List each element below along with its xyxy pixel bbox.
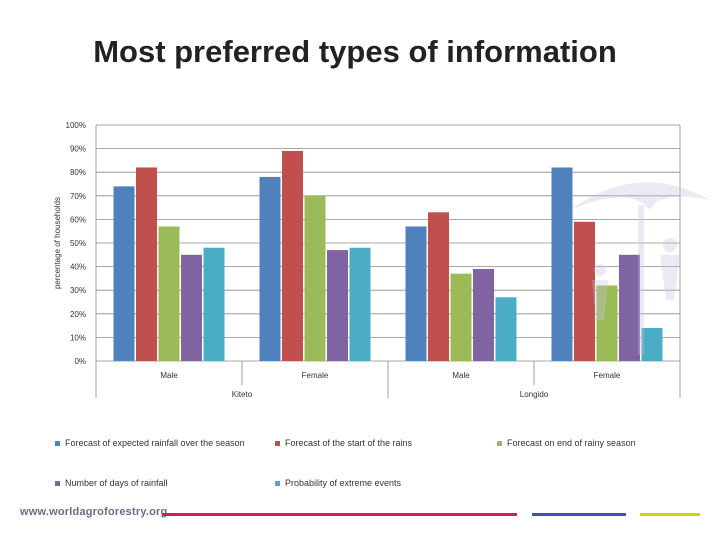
y-tick-label: 10% [70, 333, 86, 342]
legend-item: Forecast of expected rainfall over the s… [55, 438, 245, 448]
tree-logo-watermark [570, 182, 710, 355]
bar [428, 212, 449, 361]
bar [619, 254, 640, 361]
legend-swatch [275, 440, 280, 446]
footer-line-blue [532, 513, 626, 516]
bar [282, 150, 303, 361]
y-tick-label: 30% [70, 286, 86, 295]
legend-swatch [55, 480, 60, 486]
bar [203, 247, 225, 361]
bar [113, 186, 135, 361]
legend-swatch [497, 440, 502, 446]
y-tick-label: 40% [70, 263, 86, 272]
bar [158, 226, 180, 361]
y-tick-label: 100% [66, 121, 86, 130]
legend-swatch [55, 440, 60, 446]
footer-line-pink [162, 513, 517, 516]
bar [596, 285, 618, 361]
y-tick-label: 80% [70, 168, 86, 177]
bar [405, 226, 427, 361]
y-tick-label: 50% [70, 239, 86, 248]
bar [641, 327, 663, 361]
y-tick-label: 20% [70, 310, 86, 319]
legend-item: Number of days of rainfall [55, 478, 168, 488]
legend-label: Forecast of expected rainfall over the s… [65, 438, 245, 448]
bar [327, 250, 348, 361]
bar [304, 195, 326, 361]
bar [495, 297, 517, 361]
bar [349, 247, 371, 361]
legend-label: Probability of extreme events [285, 478, 402, 488]
chart-title: Most preferred types of information [93, 34, 617, 69]
legend-label: Forecast of the start of the rains [285, 438, 413, 448]
bar [450, 273, 472, 361]
legend-item: Probability of extreme events [275, 478, 401, 488]
y-tick-label: 60% [70, 215, 86, 224]
bar [136, 167, 157, 361]
x-category-label: Male [160, 371, 178, 380]
x-category-label: Female [302, 371, 329, 380]
x-category-label: Female [594, 371, 621, 380]
legend-item: Forecast on end of rainy season [497, 438, 636, 448]
y-tick-label: 90% [70, 145, 86, 154]
legend-item: Forecast of the start of the rains [275, 438, 412, 448]
legend-label: Forecast on end of rainy season [507, 438, 636, 448]
footer-line-lime [640, 513, 700, 516]
bar [574, 221, 595, 361]
y-axis-title: percentage of households [53, 197, 62, 289]
bar [259, 176, 281, 361]
x-category-label: Male [452, 371, 470, 380]
footer-url: www.worldagroforestry.org [20, 506, 168, 518]
legend-label: Number of days of rainfall [65, 478, 168, 488]
bar [181, 254, 202, 361]
bar [473, 268, 494, 361]
bar [551, 167, 573, 361]
x-group-label: Kiteto [232, 390, 253, 399]
y-tick-label: 70% [70, 192, 86, 201]
legend-swatch [275, 480, 280, 486]
y-tick-label: 0% [74, 357, 86, 366]
x-group-label: Longido [520, 390, 549, 399]
